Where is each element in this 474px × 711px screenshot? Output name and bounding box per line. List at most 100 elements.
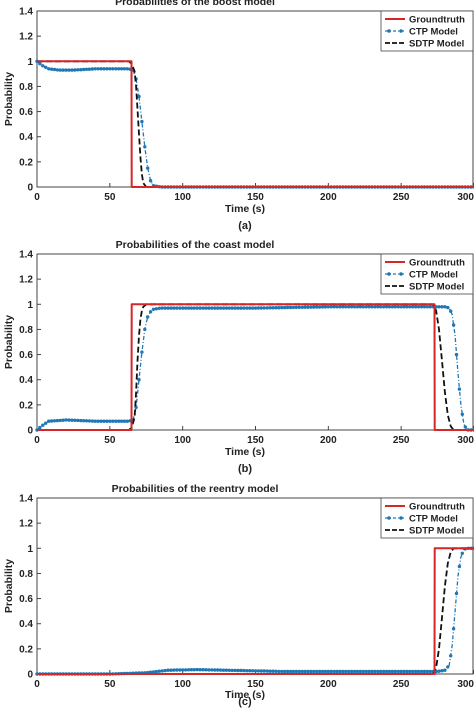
data-point bbox=[358, 305, 363, 309]
data-point bbox=[416, 305, 421, 309]
data-point bbox=[460, 412, 464, 416]
data-point bbox=[239, 306, 243, 310]
y-tick-label: 1.4 bbox=[19, 250, 33, 261]
data-point bbox=[151, 307, 156, 311]
data-point bbox=[87, 67, 92, 71]
y-tick-label: 1 bbox=[27, 57, 33, 68]
legend-label: Groundtruth bbox=[409, 258, 465, 269]
data-point bbox=[102, 419, 106, 423]
data-point bbox=[137, 378, 141, 382]
data-point bbox=[349, 669, 354, 674]
legend-label: CTP Model bbox=[409, 27, 458, 38]
y-tick-label: 0 bbox=[27, 183, 33, 194]
data-point bbox=[419, 669, 424, 674]
data-point bbox=[108, 419, 112, 423]
data-point bbox=[148, 179, 153, 183]
data-point bbox=[338, 669, 342, 674]
y-tick-label: 0.6 bbox=[19, 107, 33, 118]
data-point bbox=[79, 418, 83, 423]
panel-caption: (b) bbox=[238, 463, 252, 475]
y-tick-label: 0.2 bbox=[19, 400, 33, 411]
data-point bbox=[402, 305, 406, 309]
data-point bbox=[326, 669, 330, 674]
data-point bbox=[38, 62, 42, 66]
data-point bbox=[105, 419, 109, 423]
data-point bbox=[192, 668, 196, 672]
x-tick-label: 0 bbox=[34, 192, 40, 203]
data-point bbox=[309, 669, 313, 674]
data-point bbox=[204, 306, 208, 310]
data-point bbox=[111, 67, 115, 71]
data-point bbox=[355, 305, 360, 309]
data-point bbox=[114, 67, 118, 71]
data-point bbox=[183, 668, 188, 672]
y-tick-label: 0.4 bbox=[19, 619, 33, 630]
data-point bbox=[61, 68, 65, 72]
data-point bbox=[224, 668, 229, 672]
data-point bbox=[317, 669, 322, 674]
data-point bbox=[256, 669, 261, 673]
data-point bbox=[233, 306, 237, 310]
data-point bbox=[215, 668, 220, 672]
data-point bbox=[224, 306, 229, 310]
series-line-ctp-model bbox=[37, 547, 474, 675]
data-point bbox=[119, 419, 124, 423]
data-point bbox=[446, 305, 450, 310]
data-point bbox=[274, 669, 278, 673]
legend-label: SDTP Model bbox=[409, 39, 464, 50]
x-tick-label: 50 bbox=[104, 435, 116, 446]
x-tick-label: 100 bbox=[174, 679, 191, 690]
data-point bbox=[443, 305, 447, 309]
data-point bbox=[175, 668, 179, 672]
data-point bbox=[239, 668, 243, 673]
data-point bbox=[367, 669, 371, 674]
data-point bbox=[236, 306, 240, 310]
data-point bbox=[87, 419, 92, 423]
data-point bbox=[379, 305, 383, 309]
data-point bbox=[288, 669, 293, 674]
series-line-ctp-model bbox=[36, 306, 474, 431]
data-point bbox=[49, 67, 54, 71]
data-point bbox=[457, 564, 462, 569]
data-point bbox=[341, 669, 345, 674]
data-point bbox=[422, 305, 427, 309]
data-point bbox=[64, 418, 68, 422]
x-tick-label: 250 bbox=[393, 679, 410, 690]
data-point bbox=[317, 305, 322, 309]
data-point bbox=[387, 669, 392, 674]
y-tick-label: 0 bbox=[27, 670, 33, 681]
data-point bbox=[116, 419, 121, 423]
data-point bbox=[300, 305, 304, 309]
x-axis-label: Time (s) bbox=[225, 203, 265, 215]
data-point bbox=[262, 306, 266, 310]
data-point bbox=[425, 305, 430, 309]
data-point bbox=[242, 306, 246, 310]
data-point bbox=[151, 670, 156, 674]
data-point bbox=[148, 310, 153, 314]
data-point bbox=[446, 665, 450, 669]
data-point bbox=[352, 305, 357, 309]
x-tick-label: 0 bbox=[34, 679, 40, 690]
series-line-sdtp-model bbox=[37, 303, 474, 431]
data-point bbox=[335, 669, 339, 674]
data-point bbox=[437, 669, 441, 673]
data-point bbox=[315, 669, 319, 674]
data-point bbox=[399, 305, 403, 309]
data-point bbox=[44, 65, 48, 70]
series-line-ctp-model bbox=[36, 60, 474, 188]
data-point bbox=[218, 668, 223, 672]
data-point bbox=[405, 669, 409, 674]
data-point bbox=[160, 669, 164, 673]
data-point bbox=[49, 419, 54, 423]
data-point bbox=[160, 306, 164, 310]
data-point bbox=[262, 669, 266, 673]
x-tick-label: 300 bbox=[457, 679, 474, 690]
y-tick-label: 0.6 bbox=[19, 594, 33, 605]
data-point bbox=[169, 306, 173, 310]
data-point bbox=[320, 669, 325, 674]
legend-label: CTP Model bbox=[409, 270, 458, 281]
data-point bbox=[294, 305, 298, 310]
data-point bbox=[52, 67, 57, 72]
